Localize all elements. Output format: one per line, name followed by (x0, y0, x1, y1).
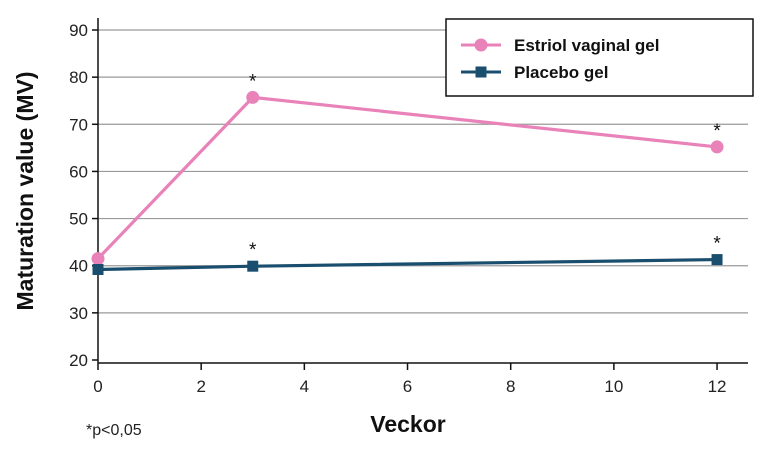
legend: Estriol vaginal gel Placebo gel (445, 18, 754, 97)
significance-star: * (249, 240, 257, 261)
legend-box (445, 18, 754, 97)
x-ticks: 0 2 4 6 8 10 12 (93, 363, 727, 396)
y-tick-label: 40 (69, 257, 88, 276)
axes (97, 18, 748, 364)
x-tick-label: 12 (708, 377, 727, 396)
x-tick-label: 8 (506, 377, 515, 396)
series-layer (91, 90, 724, 275)
significance-star: * (249, 71, 257, 92)
legend-label-estriol: Estriol vaginal gel (514, 36, 660, 55)
significance-marks: * * * * (249, 71, 721, 261)
y-ticks: 20 30 40 50 60 70 80 90 (69, 21, 98, 370)
x-tick-label: 2 (196, 377, 205, 396)
data-point (247, 260, 259, 272)
x-tick-label: 4 (300, 377, 309, 396)
y-tick-label: 90 (69, 21, 88, 40)
footnote: *p<0,05 (86, 422, 142, 439)
x-axis-title: Veckor (370, 411, 445, 437)
significance-star: * (713, 121, 721, 142)
y-tick-label: 60 (69, 162, 88, 181)
y-tick-label: 20 (69, 351, 88, 370)
data-point (91, 252, 105, 266)
x-tick-label: 10 (604, 377, 623, 396)
legend-marker-estriol (474, 38, 488, 52)
significance-star: * (713, 234, 721, 255)
data-point (710, 140, 724, 154)
y-axis-title: Maturation value (MV) (12, 72, 38, 311)
x-tick-label: 0 (93, 377, 102, 396)
legend-marker-placebo (475, 66, 487, 78)
series-line-1 (97, 257, 718, 272)
legend-label-placebo: Placebo gel (514, 63, 608, 82)
y-tick-label: 50 (69, 210, 88, 229)
data-point (246, 90, 260, 104)
series-line-0 (96, 95, 718, 260)
y-tick-label: 70 (69, 115, 88, 134)
y-tick-label: 80 (69, 68, 88, 87)
y-tick-label: 30 (69, 304, 88, 323)
x-tick-label: 6 (403, 377, 412, 396)
data-point (92, 263, 104, 275)
data-point (711, 254, 723, 266)
